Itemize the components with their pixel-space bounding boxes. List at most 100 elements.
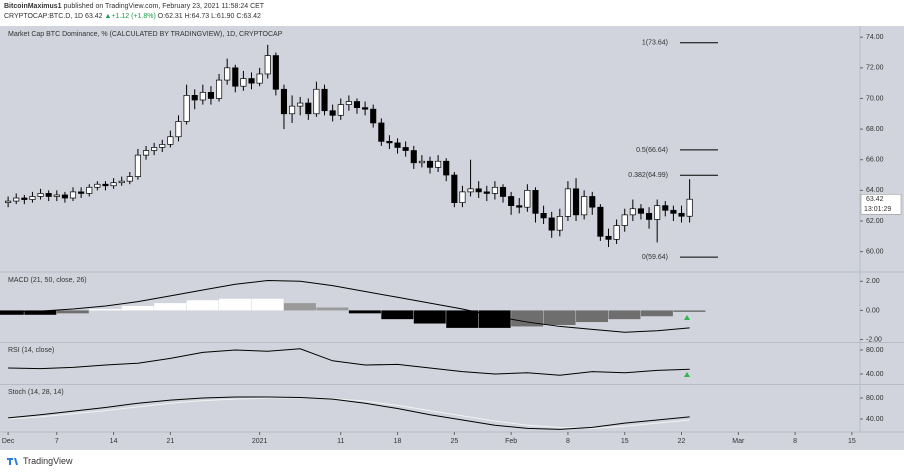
candle-body: [118, 180, 125, 184]
pane-title: RSI (14, close): [8, 347, 54, 354]
candle-body: [378, 122, 385, 142]
histogram-bar: [381, 310, 414, 320]
candle-body: [451, 174, 458, 203]
candle-body: [345, 101, 352, 105]
candle-body: [564, 188, 571, 217]
candle-body: [589, 196, 596, 208]
histogram-bar: [446, 310, 479, 328]
signal-arrow: [684, 372, 690, 377]
candle-body: [151, 147, 158, 151]
candle-body: [491, 186, 498, 194]
background: [0, 26, 904, 450]
candle-body: [678, 212, 685, 217]
histogram-bar: [511, 310, 544, 327]
y-tick-label: 40.00: [866, 371, 884, 378]
candle-body: [629, 208, 636, 216]
candle-body: [508, 196, 515, 207]
candle-body: [605, 235, 612, 240]
candle-body: [102, 183, 109, 187]
histogram-bar: [608, 310, 641, 320]
candle-body: [646, 212, 653, 220]
candle-body: [475, 188, 482, 193]
candle-body: [280, 88, 288, 115]
last-price-box: [860, 193, 902, 215]
candle-body: [313, 88, 320, 115]
histogram-bar: [89, 308, 122, 311]
candle-body: [516, 205, 523, 208]
x-tick-label: 18: [394, 438, 402, 445]
candle-body: [142, 150, 150, 156]
candle-body: [435, 160, 442, 168]
histogram-bar: [219, 298, 252, 311]
y-tick-label: 0.00: [866, 307, 880, 314]
y-tick-label: 80.00: [866, 347, 884, 354]
candle-body: [402, 147, 409, 151]
candle-body: [305, 102, 312, 115]
candle-body: [540, 212, 547, 219]
y-tick-label: 80.00: [866, 395, 884, 402]
candle-body: [37, 193, 44, 197]
candle-body: [5, 200, 12, 203]
x-tick-label: Mar: [732, 438, 745, 445]
candle-body: [581, 196, 588, 216]
candle-body: [483, 191, 490, 194]
candle-body: [224, 67, 231, 81]
x-tick-label: 21: [166, 438, 174, 445]
candle-body: [264, 55, 271, 75]
histogram-bar: [640, 310, 673, 317]
candle-body: [670, 209, 677, 214]
y-tick-label: 62.00: [866, 218, 884, 225]
fib-label: 0.5(66.64): [636, 147, 668, 154]
candle-body: [21, 197, 28, 200]
pane-title: MACD (21, 50, close, 26): [8, 277, 87, 284]
candle-body: [621, 214, 628, 226]
candle-body: [110, 182, 117, 187]
x-tick-label: 8: [566, 438, 570, 445]
candle-body: [134, 154, 141, 177]
y-tick-label: 70.00: [866, 95, 884, 102]
header-row: BitcoinMaximus1 published on TradingView…: [4, 2, 264, 12]
candle-body: [86, 186, 93, 194]
histogram-bar: [316, 307, 349, 311]
x-tick-label: 2021: [252, 438, 268, 445]
macd-line: [8, 280, 690, 333]
candle-body: [297, 102, 304, 107]
symbol: CRYPTOCAP:BTC.D, 1D: [4, 13, 84, 20]
histogram-bar: [576, 310, 608, 323]
candle-body: [556, 216, 563, 231]
x-tick-label: 8: [793, 438, 797, 445]
histogram-bar: [121, 306, 154, 311]
candle-body: [191, 95, 198, 101]
candle-body: [362, 107, 369, 110]
candle-body: [216, 79, 223, 99]
pane-title: Stoch (14, 28, 14): [8, 389, 64, 396]
published: published on TradingView.com, February 2…: [63, 3, 265, 10]
candle-body: [443, 160, 450, 176]
x-tick-label: 7: [55, 438, 59, 445]
candle-body: [686, 198, 693, 217]
x-tick-label: 15: [621, 438, 629, 445]
indicator-line: [8, 348, 690, 376]
candle-body: [167, 136, 174, 145]
fib-label: 0(59.64): [642, 254, 668, 261]
candle-body: [597, 206, 604, 237]
countdown: 13:01:29: [864, 206, 891, 213]
histogram-bar: [154, 303, 187, 311]
candle-body: [183, 95, 190, 122]
candle-body: [321, 88, 328, 112]
signal-arrow: [684, 315, 690, 320]
candle-body: [126, 176, 133, 182]
candle-body: [78, 191, 85, 194]
candle-body: [418, 160, 425, 164]
last: 63.42: [85, 13, 103, 20]
pane-title: Market Cap BTC Dominance, % (CALCULATED …: [8, 31, 283, 38]
x-tick-label: 14: [110, 438, 118, 445]
candle-body: [370, 108, 377, 124]
candle-body: [386, 140, 393, 144]
histogram-bar: [186, 300, 219, 311]
logo: [7, 458, 18, 465]
candle-body: [61, 194, 68, 199]
indicator-line: [8, 396, 690, 430]
candle-body: [256, 73, 263, 84]
